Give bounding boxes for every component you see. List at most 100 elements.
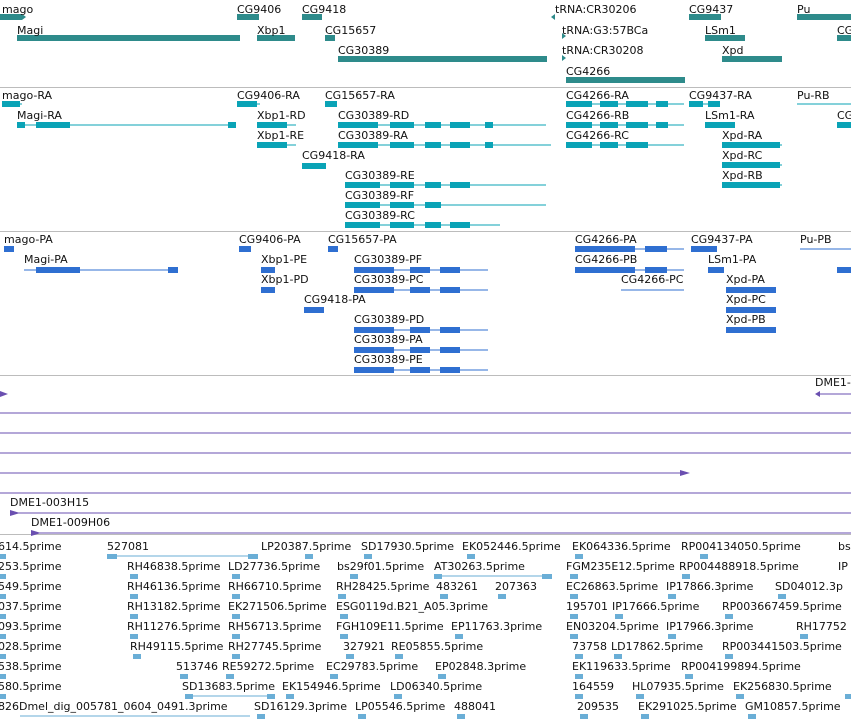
transcript-label[interactable]: Magi-RA: [17, 109, 62, 122]
gene-label[interactable]: Magi: [17, 24, 44, 37]
transcript-label[interactable]: CG30389-RA: [338, 129, 408, 142]
protein-label[interactable]: CG4266-PB: [575, 253, 638, 266]
est-label[interactable]: 73758: [572, 640, 607, 653]
gene-bar-xbp1[interactable]: [257, 35, 295, 41]
est-label[interactable]: 209535: [577, 700, 619, 713]
est-label[interactable]: RH17752: [796, 620, 847, 633]
est-label[interactable]: RH66710.5prime: [228, 580, 322, 593]
protein-label[interactable]: CG4266-PC: [621, 273, 684, 286]
gene-bar-mago[interactable]: [0, 14, 22, 20]
est-label[interactable]: 580.5prime: [0, 680, 62, 693]
est-label[interactable]: LP05546.5prime: [355, 700, 446, 713]
est-label[interactable]: 513746: [176, 660, 218, 673]
est-label[interactable]: FGM235E12.5prime: [566, 560, 675, 573]
gene-bar-cg4266[interactable]: [566, 77, 685, 83]
transcript-label[interactable]: CG30389-RF: [345, 189, 415, 202]
clone-label[interactable]: DME1-009H06: [31, 516, 111, 529]
protein-label[interactable]: CG9406-PA: [239, 233, 301, 246]
est-label[interactable]: EK256830.5prime: [733, 680, 832, 693]
protein-label[interactable]: CG30389-PA: [354, 333, 423, 346]
est-label[interactable]: EK154946.5prime: [282, 680, 381, 693]
est-label[interactable]: 549.5prime: [0, 580, 62, 593]
est-label[interactable]: SD17930.5prime: [361, 540, 454, 553]
gene-label[interactable]: CG9437: [689, 3, 734, 16]
gene-bar-cg[interactable]: [837, 35, 851, 41]
est-label[interactable]: LD27736.5prime: [228, 560, 321, 573]
est-label[interactable]: SD16129.3prime: [254, 700, 347, 713]
gene-bar-magi[interactable]: [17, 35, 240, 41]
gene-label[interactable]: LSm1: [705, 24, 736, 37]
est-label[interactable]: RH56713.5prime: [228, 620, 322, 633]
est-label[interactable]: 253.5prime: [0, 560, 62, 573]
est-label[interactable]: RP004199894.5prime: [681, 660, 801, 673]
transcript-label[interactable]: CG30389-RD: [338, 109, 410, 122]
transcript-label[interactable]: CG30389-RC: [345, 209, 415, 222]
gene-label[interactable]: CG15657: [325, 24, 377, 37]
transcript-label[interactable]: CG4266-RC: [566, 129, 629, 142]
gene-label[interactable]: mago: [2, 3, 34, 16]
est-label[interactable]: 527081: [107, 540, 149, 553]
transcript-label[interactable]: CG4266-RA: [566, 89, 629, 102]
transcript-label[interactable]: CG: [837, 109, 851, 122]
est-label[interactable]: EK271506.5prime: [228, 600, 327, 613]
est-label[interactable]: bs29f01.5prime: [337, 560, 425, 573]
transcript-label[interactable]: Xpd-RB: [722, 169, 763, 182]
transcript-label[interactable]: CG9437-RA: [689, 89, 752, 102]
est-label[interactable]: RP003667459.5prime: [722, 600, 842, 613]
est-label[interactable]: bs: [838, 540, 851, 553]
est-label[interactable]: LP20387.5prime: [261, 540, 352, 553]
est-label[interactable]: 207363: [495, 580, 537, 593]
est-label[interactable]: EK052446.5prime: [462, 540, 561, 553]
protein-label[interactable]: CG15657-PA: [328, 233, 397, 246]
est-label[interactable]: HL07935.5prime: [632, 680, 724, 693]
protein-label[interactable]: Pu-PB: [800, 233, 832, 246]
transcript-label[interactable]: CG15657-RA: [325, 89, 395, 102]
est-label[interactable]: RE59272.5prime: [222, 660, 315, 673]
est-label[interactable]: IP: [838, 560, 848, 573]
transcript-label[interactable]: Xbp1-RD: [257, 109, 306, 122]
protein-label[interactable]: CG30389-PE: [354, 353, 423, 366]
est-label[interactable]: EK064336.5prime: [572, 540, 671, 553]
est-label[interactable]: RH49115.5prime: [130, 640, 224, 653]
est-label[interactable]: EC29783.5prime: [326, 660, 419, 673]
est-label[interactable]: SD04012.3p: [775, 580, 843, 593]
gene-label[interactable]: Xbp1: [257, 24, 286, 37]
est-label[interactable]: IP17966.3prime: [666, 620, 754, 633]
est-label[interactable]: EK291025.5prime: [638, 700, 737, 713]
est-label[interactable]: AT30263.5prime: [434, 560, 525, 573]
est-label[interactable]: IP17866.3prime: [666, 580, 754, 593]
gene-label[interactable]: CG9406: [237, 3, 282, 16]
clone-label[interactable]: DME1-003H15: [10, 496, 90, 509]
est-label[interactable]: EP02848.3prime: [435, 660, 527, 673]
est-label[interactable]: ESG0119d.B21_A05.3prime: [336, 600, 489, 613]
est-label[interactable]: RE05855.5prime: [391, 640, 484, 653]
clone-label[interactable]: DME1-: [815, 376, 851, 389]
est-label[interactable]: RH46838.5prime: [127, 560, 221, 573]
est-label[interactable]: 614.5prime: [0, 540, 62, 553]
gene-label[interactable]: CG4266: [566, 65, 611, 78]
protein-label[interactable]: Xpd-PA: [726, 273, 765, 286]
gene-label[interactable]: CG9418: [302, 3, 347, 16]
transcript-label[interactable]: CG9406-RA: [237, 89, 300, 102]
gene-label[interactable]: Xpd: [722, 44, 744, 57]
est-label[interactable]: 037.5prime: [0, 600, 62, 613]
est-label[interactable]: IP17666.5prime: [612, 600, 700, 613]
est-label[interactable]: LD06340.5prime: [390, 680, 483, 693]
gene-bar-cg9406[interactable]: [237, 14, 259, 20]
protein-label[interactable]: CG4266-PA: [575, 233, 637, 246]
protein-label[interactable]: CG9418-PA: [304, 293, 366, 306]
protein-label[interactable]: Xbp1-PD: [261, 273, 309, 286]
transcript-label[interactable]: CG9418-RA: [302, 149, 365, 162]
gene-bar-cg9418[interactable]: [302, 14, 322, 20]
transcript-label[interactable]: CG30389-RE: [345, 169, 415, 182]
protein-label[interactable]: mago-PA: [4, 233, 53, 246]
est-label[interactable]: RH27745.5prime: [228, 640, 322, 653]
transcript-label[interactable]: LSm1-RA: [705, 109, 755, 122]
protein-label[interactable]: Xpd-PB: [726, 313, 766, 326]
est-label[interactable]: RP004488918.5prime: [679, 560, 799, 573]
protein-label[interactable]: CG30389-PD: [354, 313, 425, 326]
protein-label[interactable]: Xpd-PC: [726, 293, 766, 306]
est-label[interactable]: LD17862.5prime: [611, 640, 704, 653]
est-label[interactable]: RH13182.5prime: [127, 600, 221, 613]
gene-bar-cg9437[interactable]: [689, 14, 721, 20]
